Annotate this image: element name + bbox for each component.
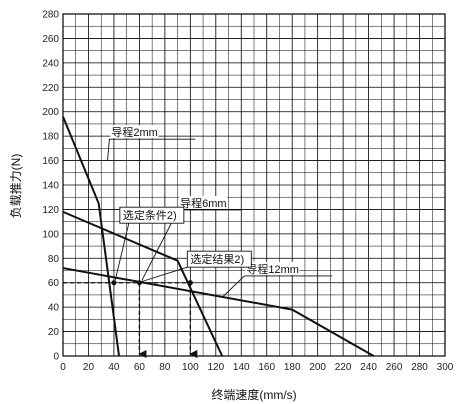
annotation-box <box>119 206 185 224</box>
annotation-label: 导程6mm <box>180 197 226 210</box>
grid <box>62 13 446 357</box>
y-tick-label: 120 <box>42 205 59 216</box>
y-tick-label: 60 <box>48 278 60 289</box>
tick-labels: 0 20 40 60 80 100 120 140 160 180 200 220 240 260 280 3… <box>42 10 453 374</box>
annotation-leader <box>221 275 245 298</box>
y-tick-label: 0 <box>53 352 59 363</box>
reference-lines <box>63 280 198 358</box>
annotations: 导程2mm 导程6mm 导程12mm 选定条件2) 选定结果2) <box>107 125 333 298</box>
x-tick-label: 280 <box>411 362 428 373</box>
y-tick-label: 180 <box>42 132 59 143</box>
x-tick-label: 60 <box>134 362 146 373</box>
reference-point <box>111 280 117 286</box>
y-tick-label: 20 <box>48 327 60 338</box>
reference-point <box>136 280 142 286</box>
x-tick-label: 140 <box>233 362 250 373</box>
x-tick-label: 40 <box>108 362 120 373</box>
y-tick-label: 80 <box>48 254 60 265</box>
annotation-leader <box>114 223 130 281</box>
annotation-box <box>186 250 252 268</box>
x-tick-label: 0 <box>60 362 66 373</box>
y-tick-label: 200 <box>42 107 59 118</box>
annotation-label: 选定结果2) <box>190 252 244 266</box>
annotation-label: 导程12mm <box>246 263 299 276</box>
y-tick-label: 40 <box>48 303 60 314</box>
y-tick-label: 100 <box>42 229 59 240</box>
x-tick-label: 300 <box>437 362 454 373</box>
x-axis-title: 终端速度(mm/s) <box>211 387 296 402</box>
x-tick-label: 20 <box>83 362 95 373</box>
annotation-label: 选定条件2) <box>123 208 177 222</box>
series-line-2 <box>62 210 224 357</box>
annotation-bg <box>179 195 228 209</box>
x-tick-label: 80 <box>159 362 171 373</box>
y-tick-label: 260 <box>42 34 59 45</box>
x-tick-label: 100 <box>182 362 199 373</box>
series-line-1 <box>62 116 121 357</box>
x-tick-label: 200 <box>309 362 326 373</box>
x-tick-label: 160 <box>258 362 275 373</box>
annotation-label: 导程2mm <box>111 126 157 139</box>
y-tick-label: 140 <box>42 181 59 192</box>
y-tick-label: 220 <box>42 83 59 94</box>
x-tick-label: 240 <box>360 362 377 373</box>
reference-point <box>187 280 193 286</box>
y-tick-label: 240 <box>42 58 59 69</box>
annotation-leader <box>141 266 188 282</box>
x-tick-label: 180 <box>284 362 301 373</box>
plot-frame <box>62 13 446 357</box>
annotation-leader <box>107 139 110 161</box>
annotation-bg <box>245 261 300 275</box>
annotation-bg <box>110 125 159 139</box>
x-tick-label: 260 <box>386 362 403 373</box>
x-tick-label: 120 <box>207 362 224 373</box>
y-tick-label: 160 <box>42 156 59 167</box>
x-tick-label: 220 <box>335 362 352 373</box>
y-tick-label: 280 <box>42 10 59 21</box>
series-lines <box>62 116 375 357</box>
y-axis-title: 负载推力(N) <box>9 154 23 219</box>
